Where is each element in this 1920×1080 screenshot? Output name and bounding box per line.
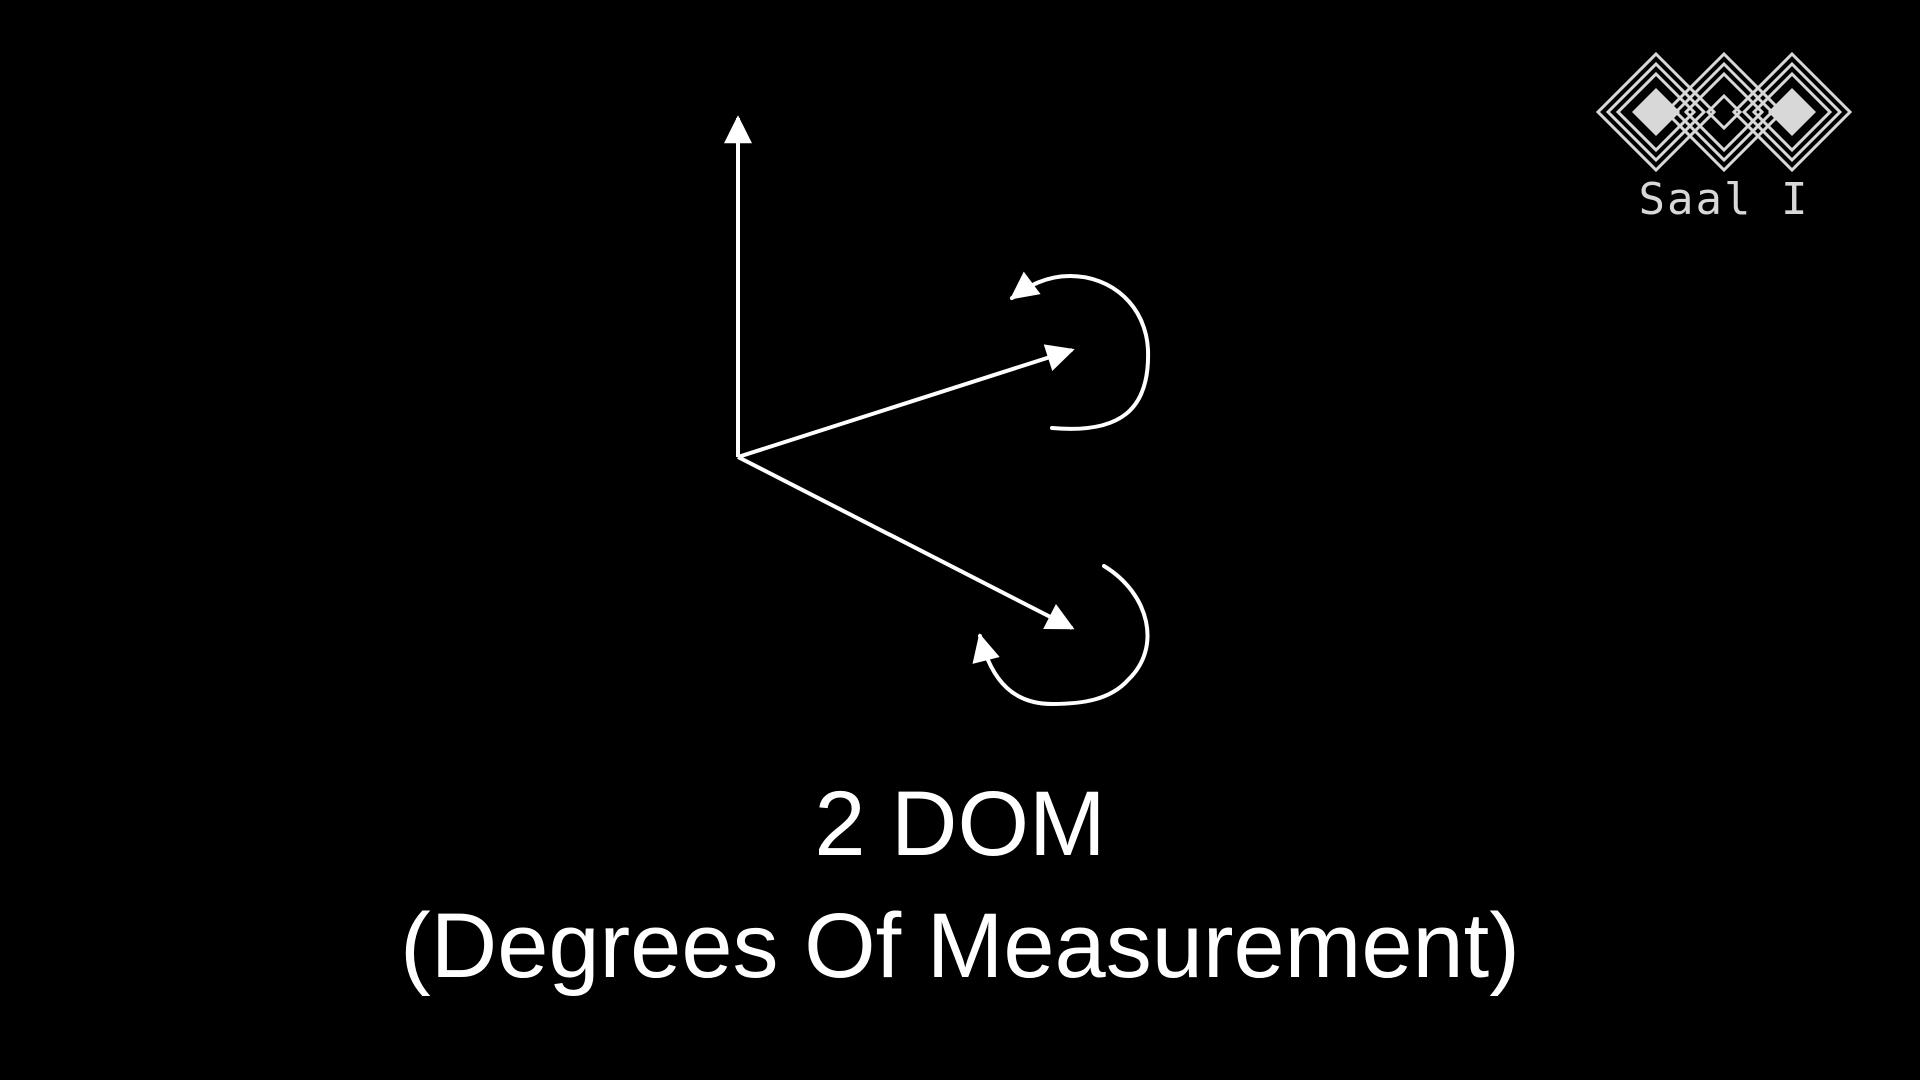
lower-rotation-arrow — [972, 564, 1150, 707]
lower-vector-arrow — [737, 455, 1075, 630]
upper-vector-arrow — [737, 344, 1075, 459]
upper-rotation-arrow — [1009, 271, 1151, 431]
ccc-logo-icon — [1595, 51, 1853, 173]
room-label: Saal I — [1638, 174, 1810, 225]
slide-subtitle: (Degrees Of Measurement) — [400, 895, 1520, 997]
slide-title: 2 DOM — [814, 773, 1106, 875]
event-logo: Saal I — [1592, 48, 1856, 238]
